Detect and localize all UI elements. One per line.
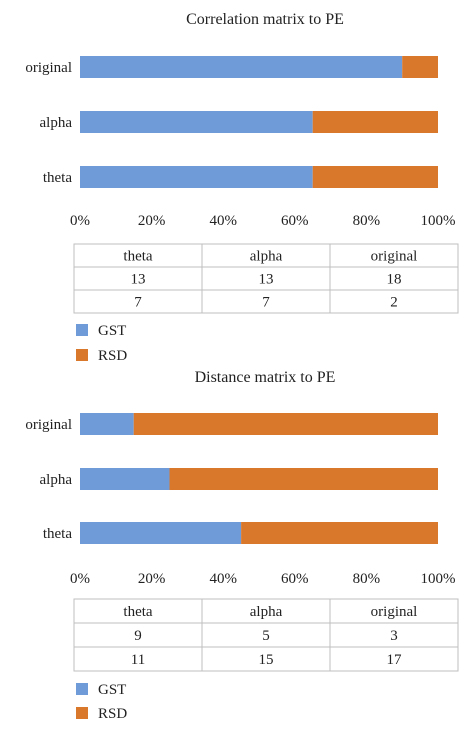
- x-tick-label: 80%: [353, 213, 381, 229]
- table-cell: 11: [131, 652, 145, 668]
- data-table-border: [73, 243, 459, 314]
- x-tick-label: 0%: [70, 213, 90, 229]
- table-cell: 7: [262, 295, 270, 311]
- table-header-alpha: alpha: [250, 249, 283, 265]
- table-cell: 3: [390, 628, 398, 644]
- table-cell: 5: [262, 628, 270, 644]
- x-tick-label: 100%: [421, 571, 456, 587]
- legend-label-gst: GST: [98, 323, 126, 339]
- legend-swatch-gst: [76, 683, 88, 695]
- data-table-border: [73, 598, 459, 672]
- x-tick-label: 40%: [209, 571, 237, 587]
- category-label-original: original: [25, 417, 72, 433]
- bar-theta-gst: [80, 166, 313, 188]
- legend-swatch-rsd: [76, 349, 88, 361]
- category-label-alpha: alpha: [40, 472, 73, 488]
- category-label-theta: theta: [43, 526, 72, 542]
- table-header-theta: theta: [123, 249, 152, 265]
- table-cell: 18: [387, 272, 402, 288]
- bar-alpha-gst: [80, 468, 170, 490]
- legend-label-gst: GST: [98, 682, 126, 698]
- legend-swatch-rsd: [76, 707, 88, 719]
- bar-original-gst: [80, 56, 403, 78]
- table-header-alpha: alpha: [250, 604, 283, 620]
- bar-alpha-rsd: [169, 468, 438, 490]
- table-header-original: original: [371, 249, 418, 265]
- table-cell: 2: [390, 295, 398, 311]
- x-tick-label: 20%: [138, 213, 166, 229]
- chart-title: Correlation matrix to PE: [186, 11, 344, 28]
- x-tick-label: 100%: [421, 213, 456, 229]
- bar-theta-gst: [80, 522, 242, 544]
- legend-label-rsd: RSD: [98, 348, 127, 364]
- category-label-original: original: [25, 60, 72, 76]
- table-header-theta: theta: [123, 604, 152, 620]
- x-tick-label: 60%: [281, 571, 309, 587]
- table-header-original: original: [371, 604, 418, 620]
- bar-original-rsd: [133, 413, 438, 435]
- bar-alpha-rsd: [312, 111, 438, 133]
- category-label-alpha: alpha: [40, 115, 73, 131]
- table-cell: 15: [259, 652, 274, 668]
- table-cell: 17: [387, 652, 403, 668]
- legend-swatch-gst: [76, 324, 88, 336]
- bar-theta-rsd: [312, 166, 438, 188]
- x-tick-label: 0%: [70, 571, 90, 587]
- category-label-theta: theta: [43, 170, 72, 186]
- table-cell: 13: [131, 272, 146, 288]
- x-tick-label: 20%: [138, 571, 166, 587]
- x-tick-label: 60%: [281, 213, 309, 229]
- x-tick-label: 80%: [353, 571, 381, 587]
- chart-1: Correlation matrix to PE original alpha the…: [25, 11, 459, 364]
- chart-2: Distance matrix to PE original alpha theta 0…: [25, 369, 459, 722]
- chart-title: Distance matrix to PE: [195, 369, 336, 386]
- table-cell: 9: [134, 628, 142, 644]
- legend-label-rsd: RSD: [98, 706, 127, 722]
- x-tick-label: 40%: [209, 213, 237, 229]
- bar-original-rsd: [402, 56, 438, 78]
- table-cell: 13: [259, 272, 274, 288]
- bar-alpha-gst: [80, 111, 313, 133]
- bar-theta-rsd: [241, 522, 438, 544]
- bar-original-gst: [80, 413, 134, 435]
- table-cell: 7: [134, 295, 142, 311]
